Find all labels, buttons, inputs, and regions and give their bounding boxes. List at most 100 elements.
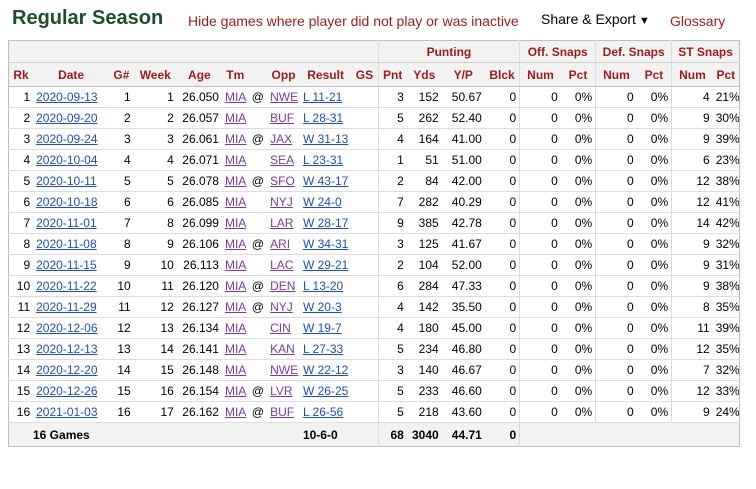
cell-yds: 234 [406, 338, 442, 360]
cell-yds: 180 [406, 317, 442, 339]
cell-rk: 14 [8, 359, 34, 381]
cell-date-link[interactable]: 2020-10-18 [36, 195, 98, 209]
cell-date-link[interactable]: 2020-11-15 [36, 258, 97, 272]
cell-team-link[interactable]: MIA [224, 363, 247, 377]
cell-opp-link[interactable]: SFO [270, 174, 295, 188]
cell-result-link[interactable]: L 11-21 [302, 90, 343, 104]
cell-opp-link[interactable]: CIN [270, 321, 291, 335]
cell-result-link[interactable]: W 31-13 [302, 132, 349, 146]
col-header-opp[interactable]: Opp [267, 62, 300, 87]
cell-date-link[interactable]: 2020-09-20 [36, 111, 98, 125]
cell-date-link[interactable]: 2020-12-06 [36, 321, 98, 335]
cell-date-link[interactable]: 2021-01-03 [36, 405, 98, 419]
cell-date-link[interactable]: 2020-09-13 [36, 90, 98, 104]
col-header-yds[interactable]: Yds [406, 62, 442, 87]
cell-def-pct: 0% [636, 317, 673, 339]
col-header-gs[interactable]: GS [351, 62, 379, 87]
cell-opp-link[interactable]: NWE [270, 90, 299, 104]
col-header-st-pct[interactable]: Pct [712, 62, 740, 87]
share-export-menu[interactable]: Share & Export ▼ [541, 11, 650, 27]
col-header-game-number[interactable]: G# [109, 62, 134, 87]
game-log-table: Punting Off. Snaps Def. Snaps ST Snaps R… [8, 40, 740, 447]
col-header-blck[interactable]: Blck [484, 62, 521, 87]
cell-result-link[interactable]: L 23-31 [302, 153, 344, 167]
cell-opp-link[interactable]: NYJ [270, 195, 293, 209]
cell-opp-link[interactable]: JAX [270, 132, 293, 146]
cell-result-link[interactable]: W 24-0 [302, 195, 342, 209]
glossary-link[interactable]: Glossary [670, 13, 726, 29]
col-header-def-pct[interactable]: Pct [636, 62, 673, 87]
cell-blck: 0 [484, 128, 521, 150]
col-header-age[interactable]: Age [176, 62, 222, 87]
cell-team-link[interactable]: MIA [224, 237, 247, 251]
cell-date-link[interactable]: 2020-12-20 [36, 363, 98, 377]
cell-result-link[interactable]: W 28-17 [302, 216, 349, 230]
cell-opp-link[interactable]: NWE [270, 363, 299, 377]
col-header-pnt[interactable]: Pnt [378, 62, 407, 87]
cell-result-link[interactable]: W 34-31 [302, 237, 349, 251]
table-row: 9 2020-11-15 9 10 26.113 MIA LAC W 29-21 2 104 52.… [8, 254, 740, 276]
cell-opp-link[interactable]: DEN [270, 279, 296, 293]
cell-date-link[interactable]: 2020-11-22 [36, 279, 97, 293]
cell-team-link[interactable]: MIA [224, 279, 247, 293]
cell-result-link[interactable]: L 13-20 [302, 279, 344, 293]
cell-date-link[interactable]: 2020-12-26 [36, 384, 98, 398]
cell-team-link[interactable]: MIA [224, 90, 247, 104]
col-header-rk[interactable]: Rk [8, 62, 34, 87]
cell-opp-link[interactable]: LAR [270, 216, 294, 230]
cell-date-link[interactable]: 2020-11-01 [36, 216, 97, 230]
cell-date-link[interactable]: 2020-10-11 [36, 174, 97, 188]
cell-team-link[interactable]: MIA [224, 258, 247, 272]
cell-pnt: 1 [378, 149, 407, 171]
col-header-yp[interactable]: Y/P [441, 62, 485, 87]
cell-opp-link[interactable]: LAC [270, 258, 294, 272]
cell-result-link[interactable]: L 28-31 [302, 111, 344, 125]
cell-team-link[interactable]: MIA [224, 132, 247, 146]
col-header-def-num[interactable]: Num [595, 62, 637, 87]
col-header-week[interactable]: Week [133, 62, 177, 87]
cell-opp-link[interactable]: KAN [270, 342, 295, 356]
cell-date-link[interactable]: 2020-11-29 [36, 300, 97, 314]
col-header-off-pct[interactable]: Pct [560, 62, 597, 87]
cell-result-link[interactable]: L 26-56 [302, 405, 344, 419]
col-header-st-num[interactable]: Num [671, 62, 713, 87]
cell-team-link[interactable]: MIA [224, 195, 247, 209]
cell-opp-link[interactable]: LVR [270, 384, 293, 398]
cell-team-link[interactable]: MIA [224, 300, 247, 314]
cell-opp-link[interactable]: BUF [270, 111, 295, 125]
cell-result-link[interactable]: W 29-21 [302, 258, 349, 272]
col-header-team[interactable]: Tm [221, 62, 249, 87]
cell-date-link[interactable]: 2020-11-08 [36, 237, 97, 251]
col-header-result[interactable]: Result [299, 62, 352, 87]
cell-team-link[interactable]: MIA [224, 321, 247, 335]
cell-result-link[interactable]: W 43-17 [302, 174, 349, 188]
cell-date-link[interactable]: 2020-10-04 [36, 153, 98, 167]
cell-opp-link[interactable]: ARI [270, 237, 291, 251]
cell-team-link[interactable]: MIA [224, 342, 247, 356]
col-header-off-num[interactable]: Num [519, 62, 561, 87]
cell-def-num: 0 [595, 128, 637, 150]
col-header-date[interactable]: Date [33, 62, 110, 87]
cell-team-link[interactable]: MIA [224, 111, 247, 125]
cell-location [248, 254, 268, 276]
cell-opp-link[interactable]: NYJ [270, 300, 293, 314]
cell-team-link[interactable]: MIA [224, 405, 247, 419]
cell-date-link[interactable]: 2020-12-13 [36, 342, 98, 356]
cell-result-link[interactable]: W 19-7 [302, 321, 342, 335]
cell-yds: 142 [406, 296, 442, 318]
cell-opp-link[interactable]: SEA [270, 153, 295, 167]
cell-result-link[interactable]: W 20-3 [302, 300, 342, 314]
cell-team-link[interactable]: MIA [224, 384, 247, 398]
cell-team-link[interactable]: MIA [224, 153, 247, 167]
cell-date: 2020-12-26 [33, 380, 110, 402]
cell-rk: 2 [8, 107, 34, 129]
cell-result-link[interactable]: W 26-25 [302, 384, 349, 398]
col-header-location[interactable] [248, 62, 268, 87]
cell-team-link[interactable]: MIA [224, 174, 247, 188]
cell-opp-link[interactable]: BUF [270, 405, 295, 419]
cell-date-link[interactable]: 2020-09-24 [36, 132, 98, 146]
cell-result-link[interactable]: L 27-33 [302, 342, 344, 356]
cell-result-link[interactable]: W 22-12 [302, 363, 349, 377]
hide-inactive-games-link[interactable]: Hide games where player did not play or … [188, 13, 519, 29]
cell-team-link[interactable]: MIA [224, 216, 247, 230]
